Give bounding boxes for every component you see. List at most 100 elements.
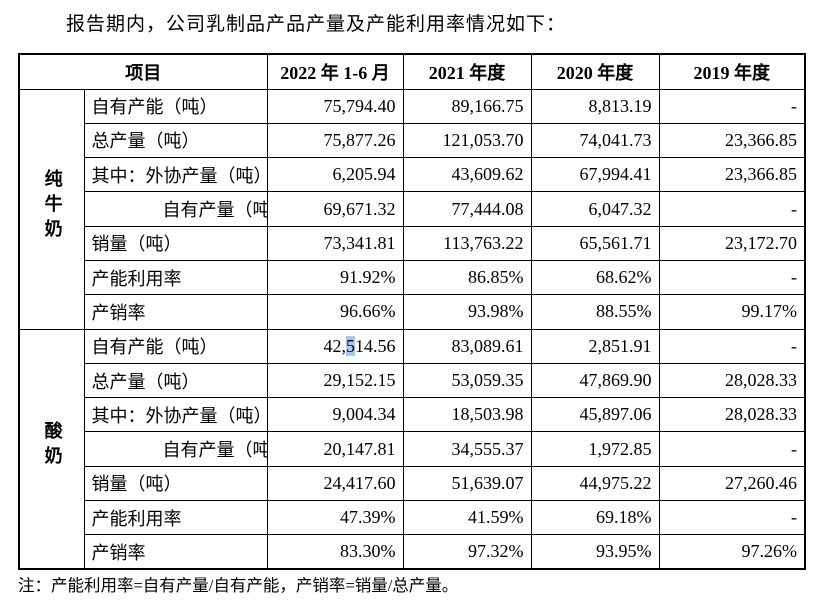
value-prefix: 42, <box>323 335 347 356</box>
column-header-item: 项目 <box>18 53 268 90</box>
cell-value: 23,366.85 <box>658 122 806 159</box>
cell-value: 75,794.40 <box>266 88 404 124</box>
page-title: 报告期内，公司乳制品产品产量及产能利用率情况如下： <box>66 14 567 35</box>
cell-value: 43,609.62 <box>402 157 532 193</box>
cell-value: 65,561.71 <box>530 225 660 261</box>
group-label-pure-milk: 纯牛奶 <box>18 88 85 330</box>
cell-value: 44,975.22 <box>530 465 660 502</box>
cell-value: - <box>658 328 806 364</box>
table-row: 其中：外协产量（吨） 9,004.34 18,503.98 45,897.06 … <box>19 397 806 433</box>
table-row: 其中：外协产量（吨） 6,205.94 43,609.62 67,994.41 … <box>19 157 806 193</box>
row-label: 产能利用率 <box>83 259 268 296</box>
cell-value: 93.98% <box>402 294 532 330</box>
cell-value: 45,897.06 <box>530 397 660 433</box>
table-row: 产销率 96.66% 93.98% 88.55% 99.17% <box>19 294 806 330</box>
table-row: 总产量（吨） 29,152.15 53,059.35 47,869.90 28,… <box>19 362 806 399</box>
cell-value: 51,639.07 <box>402 465 532 502</box>
row-label: 自有产能（吨） <box>83 328 268 364</box>
column-header-2020: 2020 年度 <box>530 53 660 90</box>
cell-value: - <box>658 500 806 536</box>
table-row: 自有产量（吨） 69,671.32 77,444.08 6,047.32 - <box>19 191 806 227</box>
cell-value: 27,260.46 <box>658 465 806 502</box>
cell-value: 77,444.08 <box>402 191 532 227</box>
cell-value: 73,341.81 <box>266 225 404 261</box>
row-label: 产能利用率 <box>83 500 268 536</box>
cell-value: 23,172.70 <box>658 225 806 261</box>
cell-value: - <box>658 259 806 296</box>
row-label: 产销率 <box>83 294 268 330</box>
row-label: 销量（吨） <box>83 225 268 261</box>
cell-value: 8,813.19 <box>530 88 660 124</box>
table-row: 销量（吨） 24,417.60 51,639.07 44,975.22 27,2… <box>19 465 806 502</box>
cell-value: 47,869.90 <box>530 362 660 399</box>
cell-value: 23,366.85 <box>658 157 806 193</box>
column-header-2019: 2019 年度 <box>658 53 806 90</box>
table-row: 销量（吨） 73,341.81 113,763.22 65,561.71 23,… <box>19 225 806 261</box>
cell-value: 24,417.60 <box>266 465 404 502</box>
cell-value: 28,028.33 <box>658 397 806 433</box>
row-label: 其中：外协产量（吨） <box>83 397 268 433</box>
selection-highlight: 5 <box>346 335 355 356</box>
row-label: 自有产量（吨） <box>83 191 268 227</box>
cell-value: 6,205.94 <box>266 157 404 193</box>
cell-value: 6,047.32 <box>530 191 660 227</box>
cell-value: 99.17% <box>658 294 806 330</box>
cell-value: 53,059.35 <box>402 362 532 399</box>
cell-value: 88.55% <box>530 294 660 330</box>
cell-value: 2,851.91 <box>530 328 660 364</box>
cell-value: 1,972.85 <box>530 431 660 467</box>
column-header-2021: 2021 年度 <box>402 53 532 90</box>
row-label: 总产量（吨） <box>83 362 268 399</box>
table-header-row: 项目 2022 年 1-6 月 2021 年度 2020 年度 2019 年度 <box>18 53 806 90</box>
cell-value: 34,555.37 <box>402 431 532 467</box>
group-label-text: 酸奶 <box>42 421 63 472</box>
cell-value: 97.26% <box>658 534 806 570</box>
row-label: 销量（吨） <box>83 465 268 502</box>
cell-value: 67,994.41 <box>530 157 660 193</box>
cell-value: 83,089.61 <box>402 328 532 364</box>
cell-value: 91.92% <box>266 259 404 296</box>
row-label: 其中：外协产量（吨） <box>83 157 268 193</box>
table-row: 纯牛奶 自有产能（吨） 75,794.40 89,166.75 8,813.19… <box>18 88 806 330</box>
cell-value: 96.66% <box>266 294 404 330</box>
cell-value: 28,028.33 <box>658 362 806 399</box>
cell-value: 74,041.73 <box>530 122 660 159</box>
table-row: 产销率 83.30% 97.32% 93.95% 97.26% <box>19 534 806 570</box>
production-capacity-table: 项目 2022 年 1-6 月 2021 年度 2020 年度 2019 年度 … <box>18 53 806 571</box>
cell-value: 29,152.15 <box>266 362 404 399</box>
cell-value: 18,503.98 <box>402 397 532 433</box>
table-row: 产能利用率 47.39% 41.59% 69.18% - <box>19 500 806 536</box>
cell-value: 69.18% <box>530 500 660 536</box>
cell-value: 68.62% <box>530 259 660 296</box>
cell-value: 42,514.56 <box>266 328 404 364</box>
group-label-text: 纯牛奶 <box>42 169 63 245</box>
column-header-2022: 2022 年 1-6 月 <box>266 53 404 90</box>
cell-value: 83.30% <box>266 534 404 570</box>
row-label: 自有产能（吨） <box>83 88 268 124</box>
cell-value: 97.32% <box>402 534 532 570</box>
cell-value: 75,877.26 <box>266 122 404 159</box>
table-row: 自有产量（吨） 20,147.81 34,555.37 1,972.85 - <box>19 431 806 467</box>
table-row: 产能利用率 91.92% 86.85% 68.62% - <box>19 259 806 296</box>
cell-value: 86.85% <box>402 259 532 296</box>
cell-value: 93.95% <box>530 534 660 570</box>
cell-value: 41.59% <box>402 500 532 536</box>
cell-value: 9,004.34 <box>266 397 404 433</box>
cell-value: 20,147.81 <box>266 431 404 467</box>
cell-value: 113,763.22 <box>402 225 532 261</box>
cell-value: 47.39% <box>266 500 404 536</box>
cell-value: 69,671.32 <box>266 191 404 227</box>
footnote: 注：产能利用率=自有产量/自有产能，产销率=销量/总产量。 <box>18 576 459 595</box>
table-row: 总产量（吨） 75,877.26 121,053.70 74,041.73 23… <box>19 122 806 159</box>
cell-value: - <box>658 431 806 467</box>
table-row: 酸奶 自有产能（吨） 42,514.56 83,089.61 2,851.91 … <box>18 328 806 570</box>
cell-value: 121,053.70 <box>402 122 532 159</box>
cell-value: 89,166.75 <box>402 88 532 124</box>
cell-value: - <box>658 191 806 227</box>
row-label: 产销率 <box>83 534 268 570</box>
cell-value: - <box>658 88 806 124</box>
row-label: 总产量（吨） <box>83 122 268 159</box>
row-label: 自有产量（吨） <box>83 431 268 467</box>
group-label-yogurt: 酸奶 <box>18 328 85 570</box>
value-suffix: 14.56 <box>355 335 396 356</box>
